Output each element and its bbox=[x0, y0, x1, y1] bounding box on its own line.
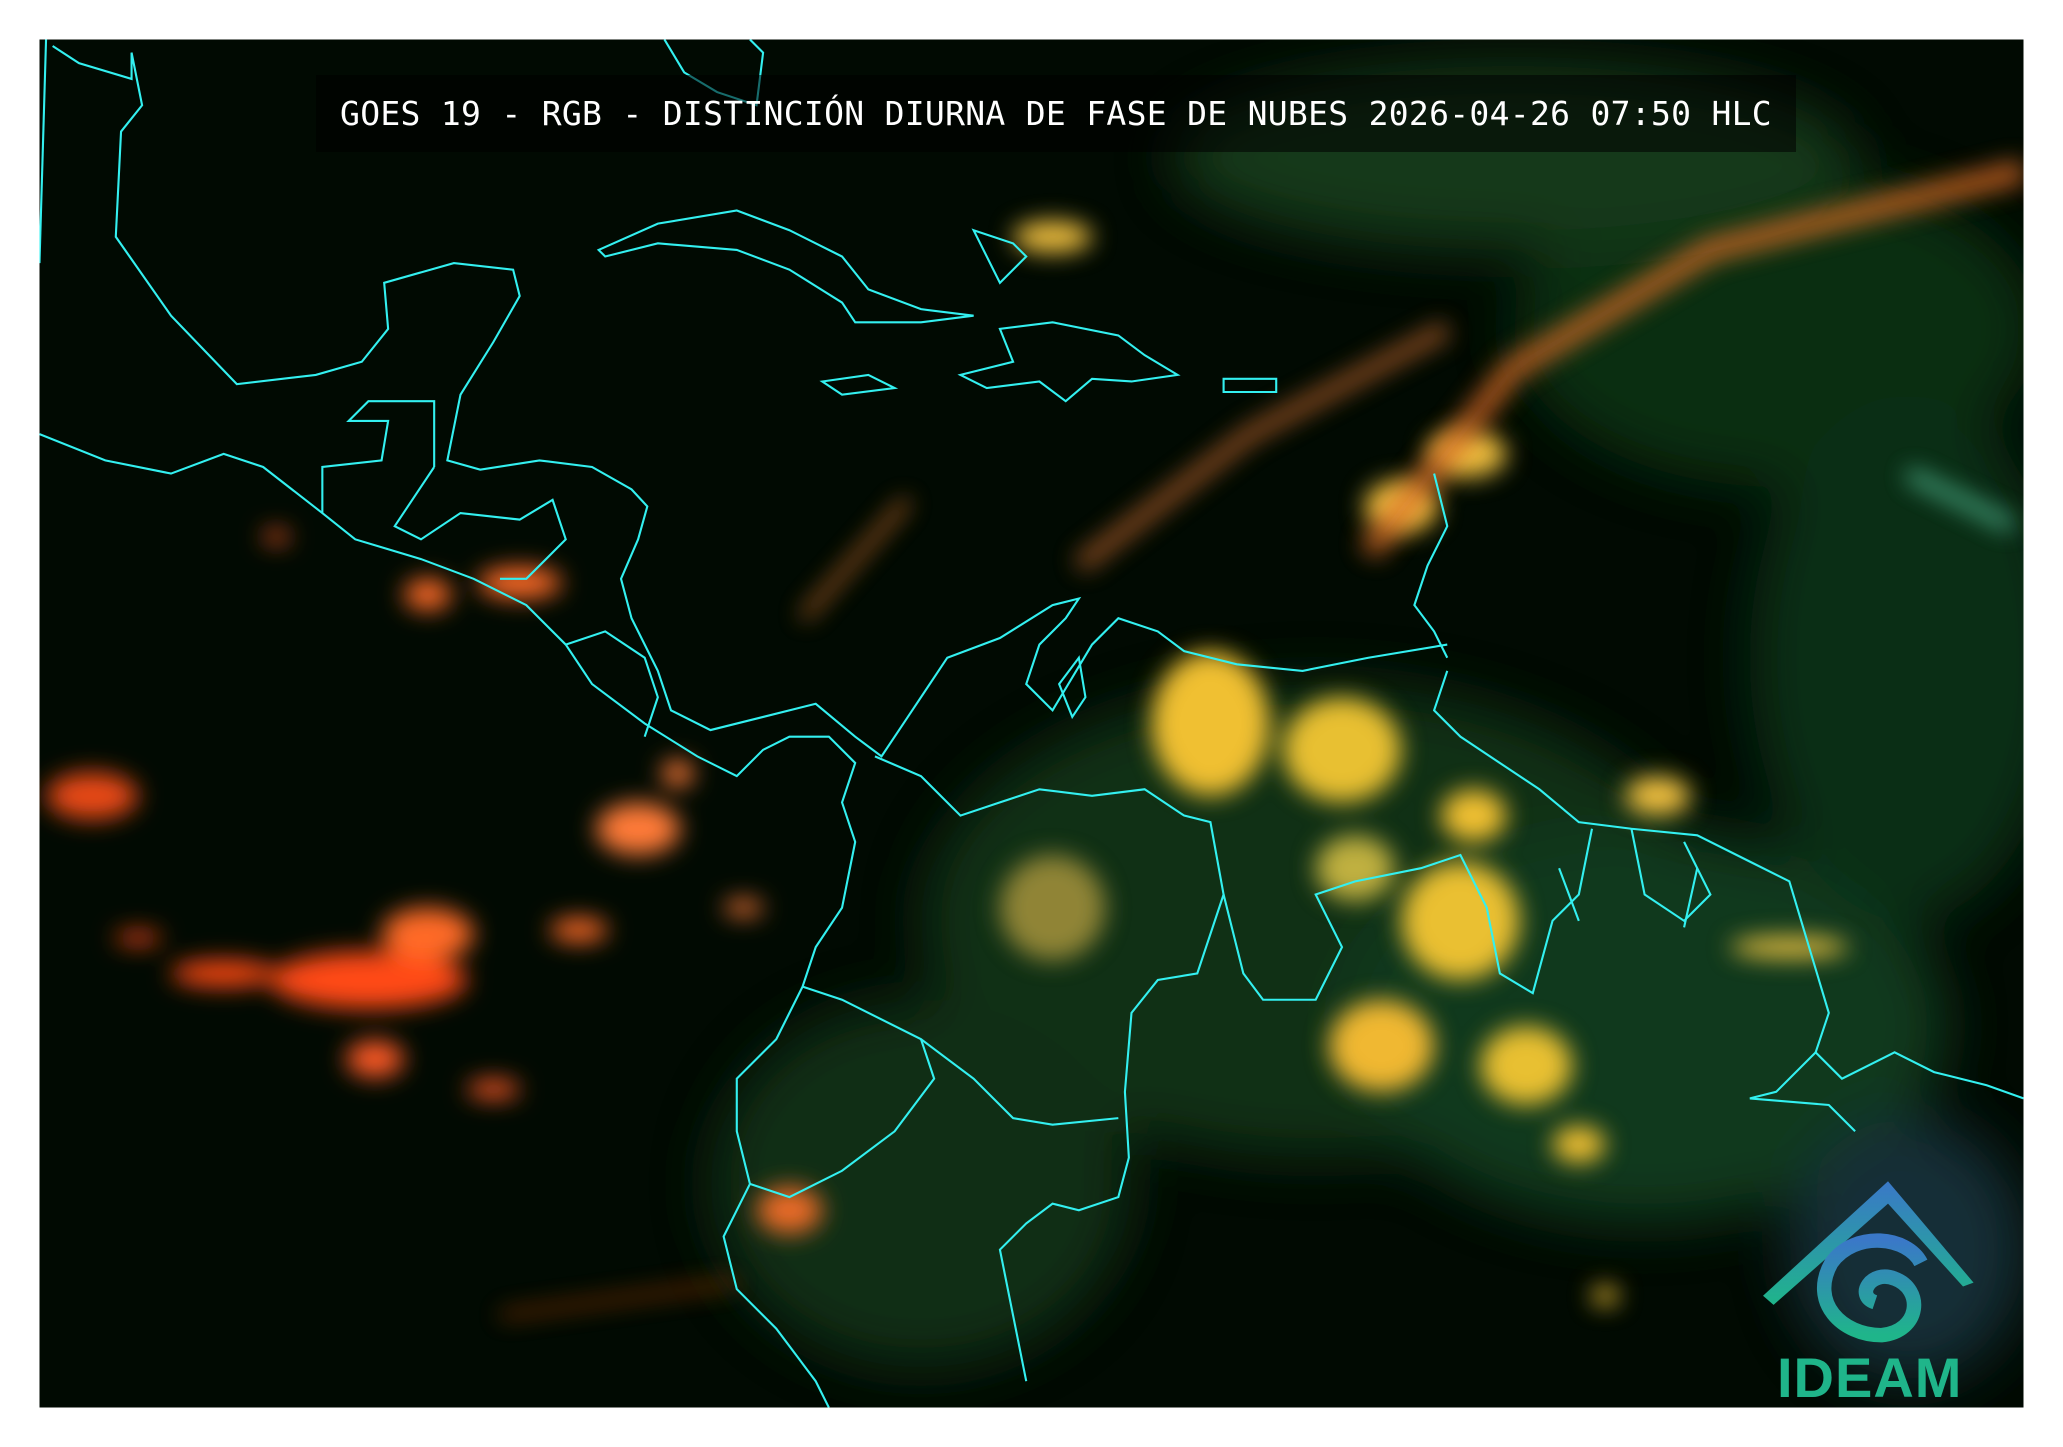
ideam-logo bbox=[1763, 1181, 1974, 1343]
map-title: GOES 19 - RGB - DISTINCIÓN DIURNA DE FAS… bbox=[340, 94, 1772, 133]
vegetation-land bbox=[710, 65, 2024, 1382]
coastlines-and-borders bbox=[39, 39, 2024, 1408]
title-banner: GOES 19 - RGB - DISTINCIÓN DIURNA DE FAS… bbox=[316, 75, 1796, 152]
ice-clouds bbox=[46, 530, 823, 1234]
cloud-band bbox=[499, 159, 2024, 1319]
logo-text: IDEAM bbox=[1777, 1346, 1963, 1409]
